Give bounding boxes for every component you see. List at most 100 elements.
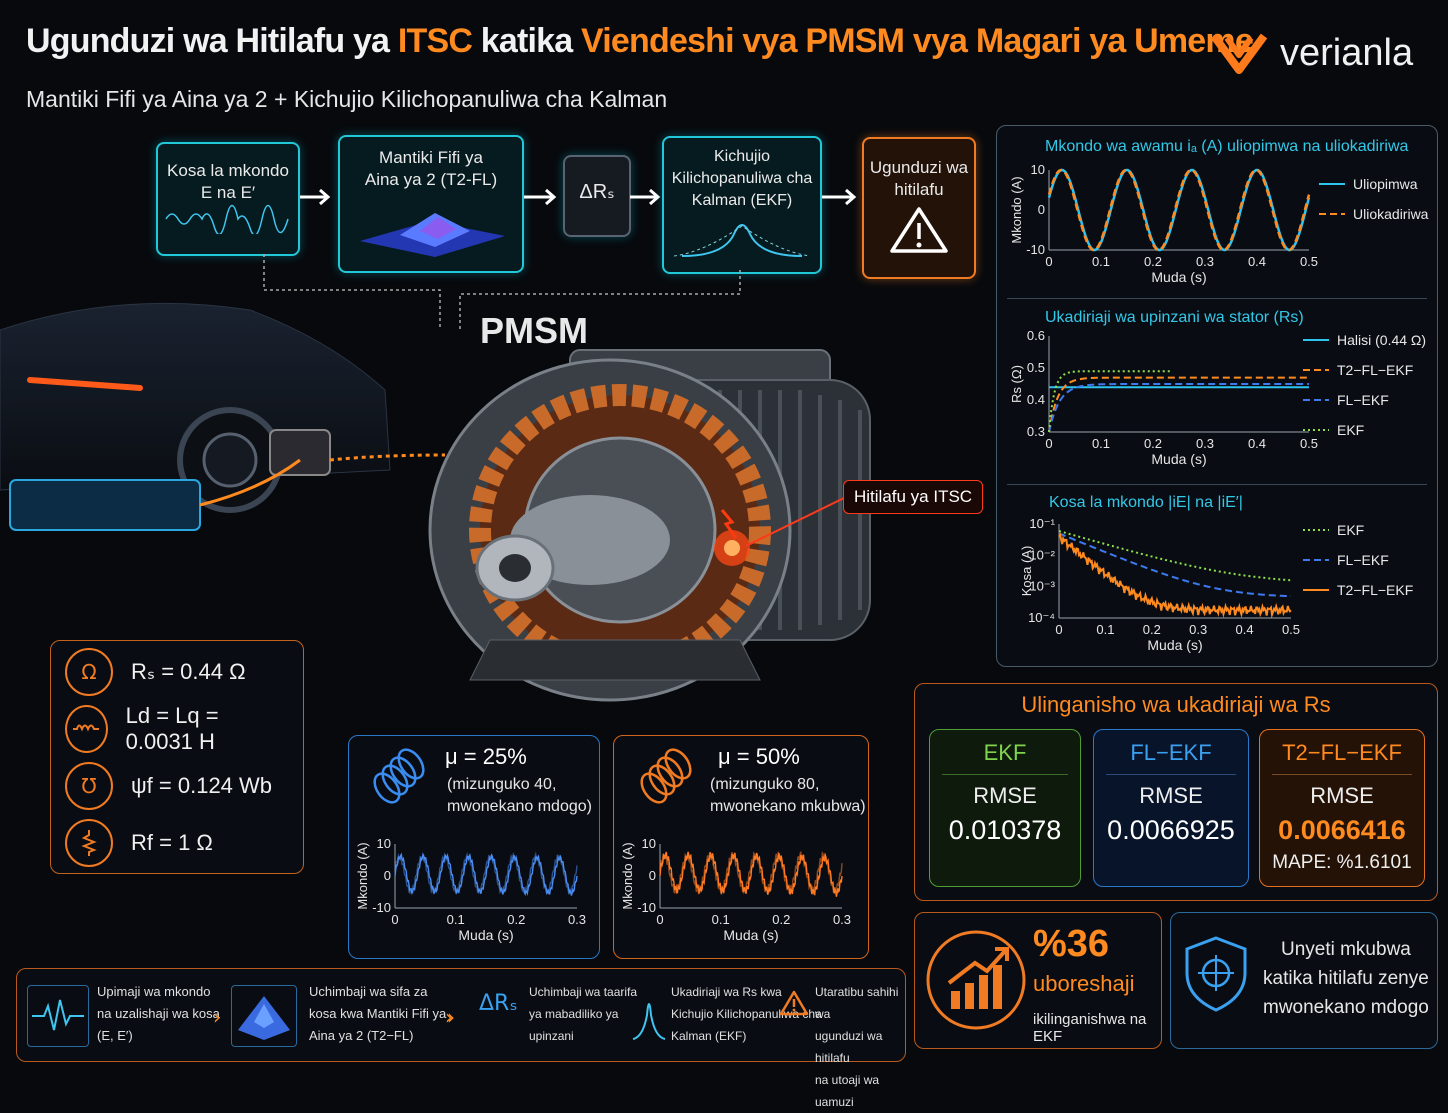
card-ekf: EKF RMSE 0.010378 xyxy=(929,729,1081,887)
waveform-icon xyxy=(27,985,89,1047)
logo-text: verianla xyxy=(1280,31,1414,74)
pipeline-step-delta-rs: ΔRₛ xyxy=(563,155,631,237)
y-tick-label: -10 xyxy=(1026,242,1045,257)
x-tick-label: 0.1 xyxy=(1092,254,1110,269)
card-t2-fl-ekf: T2−FL−EKF RMSE 0.0066416 MAPE: %1.6101 xyxy=(1259,729,1425,887)
charts-panel: Mkondo wa awamu iₐ (A) uliopimwa na ulio… xyxy=(996,125,1438,667)
mu-value: μ = 50% xyxy=(718,744,800,769)
chart-title: Ukadiriaji wa upinzani wa stator (Rs) xyxy=(1045,309,1304,326)
x-tick-label: 0.4 xyxy=(1236,622,1254,637)
param-value: ψf = 0.124 Wb xyxy=(131,772,273,798)
legend-label: T2−FL−EKF xyxy=(1337,582,1413,598)
mu-description: (mizunguko 80, mwonekano mkubwa) xyxy=(710,776,866,815)
fuzzy-surface-icon xyxy=(231,985,297,1047)
y-tick-label: 0.6 xyxy=(1027,328,1045,343)
x-axis-label: Muda (s) xyxy=(1151,451,1206,467)
x-tick-label: 0.1 xyxy=(712,912,730,927)
pipeline-step-current-error: Kosa la mkondo E na E′ xyxy=(156,142,300,256)
y-tick-label: 0.5 xyxy=(1027,360,1045,375)
delta-rs-icon: ΔRₛ xyxy=(479,991,518,1016)
fault-case-mu25: μ = 25% (mizunguko 40, mwonekano mdogo) … xyxy=(348,735,600,959)
mu-value: μ = 25% xyxy=(445,744,527,769)
legend-label: Uliokadiriwa xyxy=(1353,206,1429,222)
gaussian-icon xyxy=(631,985,667,1049)
step5-label: Ugunduzi wa hitilafu xyxy=(869,158,969,199)
divider xyxy=(1007,484,1427,485)
x-tick-label: 0.3 xyxy=(568,912,586,927)
warning-icon xyxy=(779,989,809,1021)
inductor-icon xyxy=(65,704,108,753)
x-tick-label: 0 xyxy=(391,912,398,927)
card-value: 0.0066416 xyxy=(1278,815,1406,845)
connector-lines xyxy=(263,254,741,330)
param-value: Rₛ = 0.44 Ω xyxy=(131,658,246,684)
x-tick-label: 0.1 xyxy=(1092,436,1110,451)
coil-icon xyxy=(640,748,692,804)
improvement-panel: %36 uboreshaji ikilinganishwa na EKF xyxy=(914,912,1162,1049)
series-line xyxy=(1048,370,1172,433)
x-tick-label: 0.5 xyxy=(1282,622,1300,637)
x-tick-label: 0.2 xyxy=(1144,254,1162,269)
y-tick-label: 10⁻³ xyxy=(1029,579,1055,594)
card-mape: MAPE: %1.6101 xyxy=(1272,852,1412,873)
pmsm-motor-illustration xyxy=(428,349,871,702)
x-tick-label: 0 xyxy=(656,912,663,927)
coil-icon xyxy=(373,748,425,804)
param-row: Ω Rₛ = 0.44 Ω xyxy=(65,643,291,700)
series-line xyxy=(1058,532,1291,598)
improvement-note: ikilinganishwa na EKF xyxy=(1033,1011,1147,1045)
shield-target-icon xyxy=(1185,936,1247,1012)
improvement-value: %36 xyxy=(1033,923,1110,965)
legend-label: T2−FL−EKF xyxy=(1337,362,1413,378)
y-tick-label: 10⁻¹ xyxy=(1029,516,1055,531)
arrow-icon xyxy=(630,188,661,206)
page-subtitle: Mantiki Fifi ya Aina ya 2 + Kichujio Kil… xyxy=(26,86,668,112)
chevron-right-icon: ›› xyxy=(445,1005,455,1029)
legend-label: FL−EKF xyxy=(1337,552,1389,568)
x-tick-label: 0.2 xyxy=(1144,436,1162,451)
series-line xyxy=(1047,168,1311,252)
sensitivity-panel: Unyeti mkubwa katika hitilafu zenye mwon… xyxy=(1170,912,1438,1049)
card-metric: RMSE xyxy=(973,783,1037,808)
comparison-title: Ulinganisho wa ukadiriaji wa Rs xyxy=(1021,692,1331,717)
param-row: Ld = Lq = 0.0031 H xyxy=(65,700,291,757)
pipeline-step-fault-detection: Ugunduzi wa hitilafu xyxy=(862,137,976,279)
mu-description: (mizunguko 40, mwonekano mdogo) xyxy=(447,776,592,815)
y-tick-label: 0 xyxy=(649,868,656,883)
x-tick-label: 0.2 xyxy=(1143,622,1161,637)
current-error-chart: 0 0.1 0.2 0.3 0.4 0.5 10⁻¹ 10⁻² 10⁻³ 10⁻⁴ Muda (s)… xyxy=(1019,516,1413,653)
step4-label: Kichujio Kilichopanuliwa cha Kalman (EKF… xyxy=(671,148,813,209)
x-axis-label: Muda (s) xyxy=(1151,269,1206,285)
series-line xyxy=(1048,383,1309,433)
chart-title: Mkondo wa awamu iₐ (A) uliopimwa na ulio… xyxy=(1045,138,1409,155)
param-value: Ld = Lq = 0.0031 H xyxy=(125,702,219,754)
magnet-icon: Ʊ xyxy=(65,761,113,810)
series-line xyxy=(1047,168,1311,252)
param-row: Ʊ ψf = 0.124 Wb xyxy=(65,757,291,814)
legend-label: Halisi (0.44 Ω) xyxy=(1337,332,1426,348)
car-illustration xyxy=(0,302,446,531)
card-value: 0.010378 xyxy=(948,815,1062,845)
legend-label: EKF xyxy=(1337,422,1364,438)
series-line xyxy=(1058,532,1292,619)
series-line xyxy=(394,851,578,896)
step2-label: Mantiki Fifi ya Aina ya 2 (T2-FL) xyxy=(364,148,498,189)
series-line xyxy=(1048,376,1309,433)
x-tick-label: 0.3 xyxy=(1196,436,1214,451)
card-name: FL−EKF xyxy=(1130,740,1212,765)
legend-label: Uliopimwa xyxy=(1353,176,1418,192)
y-axis-label: Mkondo (A) xyxy=(620,842,635,909)
legend-label: FL−EKF xyxy=(1337,392,1389,408)
x-tick-label: 0.4 xyxy=(1248,254,1266,269)
x-tick-label: 0.5 xyxy=(1300,254,1318,269)
x-axis-label: Muda (s) xyxy=(458,927,513,943)
workflow-step-text: Uchimbaji wa sifa za kosa kwa Mantiki Fi… xyxy=(309,984,447,1043)
x-tick-label: 0.4 xyxy=(1248,436,1266,451)
series-line xyxy=(659,850,843,895)
fault-case-mu50: μ = 50% (mizunguko 80, mwonekano mkubwa)… xyxy=(613,735,869,959)
growth-chart-icon xyxy=(926,930,1026,1030)
gaussian-icon xyxy=(673,224,811,257)
resistor-icon xyxy=(65,818,113,867)
